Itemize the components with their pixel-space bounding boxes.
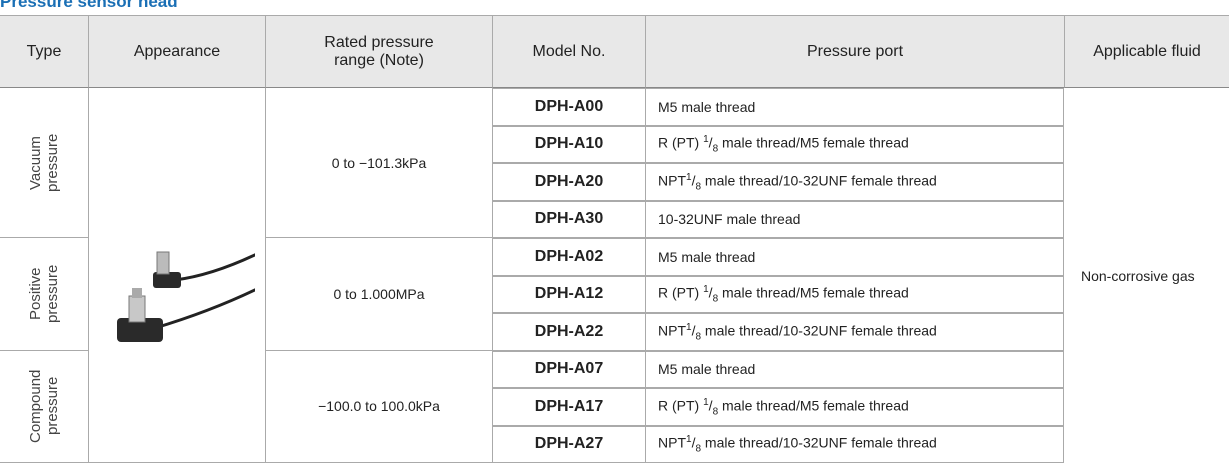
port-cell: NPT1/8 male thread/10-32UNF female threa… — [645, 163, 1064, 201]
port-suffix: male thread/10-32UNF female thread — [701, 172, 937, 188]
port-cell: 10-32UNF male thread — [645, 201, 1064, 239]
port-prefix: R (PT) — [658, 285, 703, 301]
port-prefix: NPT — [658, 322, 686, 338]
port-prefix: NPT — [658, 435, 686, 451]
type-text: Vacuum pressure — [27, 121, 61, 205]
model-cell: DPH-A07 — [492, 351, 645, 389]
port-cell: M5 male thread — [645, 88, 1064, 126]
header-cell: Type — [0, 15, 88, 88]
port-suffix: male thread/10-32UNF female thread — [701, 435, 937, 451]
port-prefix: NPT — [658, 172, 686, 188]
model-cell: DPH-A27 — [492, 426, 645, 463]
range-text: −100.0 to 100.0kPa — [318, 398, 440, 414]
fraction-numerator: 1 — [686, 434, 692, 445]
type-text: Compound pressure — [27, 364, 61, 448]
port-cell: NPT1/8 male thread/10-32UNF female threa… — [645, 426, 1064, 463]
port-suffix: male thread/10-32UNF female thread — [701, 322, 937, 338]
port-cell: M5 male thread — [645, 351, 1064, 389]
port-prefix: R (PT) — [658, 135, 703, 151]
port-text: M5 male thread — [658, 361, 755, 377]
range-text: 0 to 1.000MPa — [333, 286, 424, 302]
model-cell: DPH-A20 — [492, 163, 645, 201]
fluid-cell: Non-corrosive gas — [1064, 88, 1229, 463]
model-cell: DPH-A12 — [492, 276, 645, 314]
model-no: DPH-A30 — [535, 210, 603, 228]
header-cell: Model No. — [492, 15, 645, 88]
port-suffix: male thread/M5 female thread — [718, 285, 909, 301]
type-text: Positive pressure — [27, 252, 61, 336]
port-text: NPT1/8 male thread/10-32UNF female threa… — [658, 322, 937, 342]
model-no: DPH-A27 — [535, 435, 603, 453]
type-cell: Vacuum pressure — [0, 88, 88, 238]
header-text: Model No. — [533, 43, 606, 61]
range-cell: −100.0 to 100.0kPa — [265, 351, 492, 463]
header-text: Rated pressure range (Note) — [304, 34, 454, 70]
model-no: DPH-A17 — [535, 398, 603, 416]
product-photo — [105, 250, 255, 380]
type-cell: Compound pressure — [0, 351, 88, 463]
port-text: M5 male thread — [658, 99, 755, 115]
model-cell: DPH-A30 — [492, 201, 645, 239]
model-no: DPH-A00 — [535, 98, 603, 116]
model-no: DPH-A20 — [535, 173, 603, 191]
port-prefix: R (PT) — [658, 397, 703, 413]
port-text: NPT1/8 male thread/10-32UNF female threa… — [658, 434, 937, 454]
port-cell: NPT1/8 male thread/10-32UNF female threa… — [645, 313, 1064, 351]
header-text: Appearance — [134, 43, 220, 61]
port-suffix: male thread/M5 female thread — [718, 397, 909, 413]
header-cell: Appearance — [88, 15, 265, 88]
model-no: DPH-A10 — [535, 135, 603, 153]
section-title: Pressure sensor head — [0, 0, 178, 12]
fluid-text: Non-corrosive gas — [1081, 268, 1195, 284]
fraction-numerator: 1 — [686, 322, 692, 333]
port-cell: M5 male thread — [645, 238, 1064, 276]
header-cell: Rated pressure range (Note) — [265, 15, 492, 88]
port-text: R (PT) 1/8 male thread/M5 female thread — [658, 134, 909, 154]
port-text: R (PT) 1/8 male thread/M5 female thread — [658, 284, 909, 304]
model-no: DPH-A07 — [535, 360, 603, 378]
port-text: M5 male thread — [658, 249, 755, 265]
header-text: Applicable fluid — [1093, 43, 1201, 61]
header-text: Type — [27, 43, 62, 61]
port-cell: R (PT) 1/8 male thread/M5 female thread — [645, 388, 1064, 426]
range-text: 0 to −101.3kPa — [332, 155, 427, 171]
type-cell: Positive pressure — [0, 238, 88, 351]
port-cell: R (PT) 1/8 male thread/M5 female thread — [645, 126, 1064, 164]
model-no: DPH-A02 — [535, 248, 603, 266]
header-cell: Applicable fluid — [1064, 15, 1229, 88]
fraction-numerator: 1 — [703, 134, 709, 145]
model-cell: DPH-A10 — [492, 126, 645, 164]
model-cell: DPH-A02 — [492, 238, 645, 276]
fraction-numerator: 1 — [686, 172, 692, 183]
header-text: Pressure port — [807, 43, 903, 61]
fraction-numerator: 1 — [703, 397, 709, 408]
range-cell: 0 to −101.3kPa — [265, 88, 492, 238]
port-text: NPT1/8 male thread/10-32UNF female threa… — [658, 172, 937, 192]
header-cell: Pressure port — [645, 15, 1064, 88]
model-no: DPH-A12 — [535, 285, 603, 303]
model-no: DPH-A22 — [535, 323, 603, 341]
model-cell: DPH-A22 — [492, 313, 645, 351]
port-text: R (PT) 1/8 male thread/M5 female thread — [658, 397, 909, 417]
port-cell: R (PT) 1/8 male thread/M5 female thread — [645, 276, 1064, 314]
range-cell: 0 to 1.000MPa — [265, 238, 492, 351]
port-suffix: male thread/M5 female thread — [718, 135, 909, 151]
fraction-numerator: 1 — [703, 284, 709, 295]
model-cell: DPH-A17 — [492, 388, 645, 426]
model-cell: DPH-A00 — [492, 88, 645, 126]
port-text: 10-32UNF male thread — [658, 211, 800, 227]
